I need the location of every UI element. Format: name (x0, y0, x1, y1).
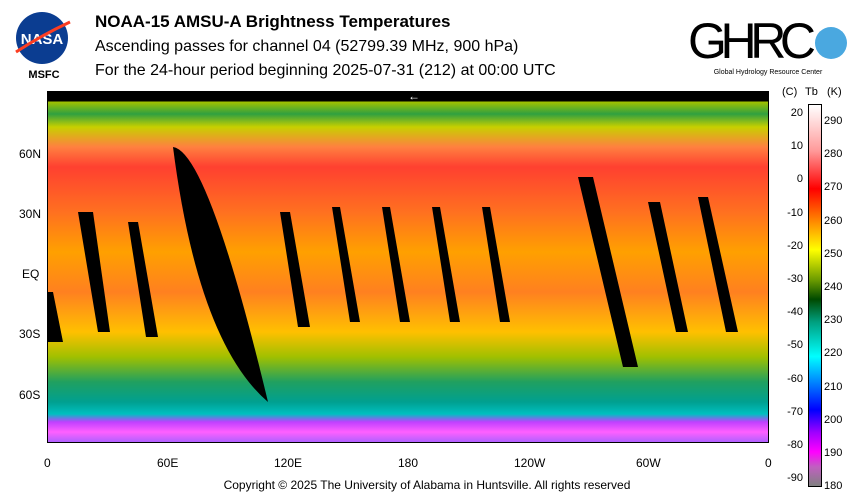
nasa-logo: NASA MSFC (15, 12, 71, 80)
colorbar-tb-header: Tb (805, 86, 818, 98)
colorbar-kelvin-label: 280 (824, 148, 843, 161)
colorbar-kelvin-label: 210 (824, 380, 843, 393)
colorbar-celsius-label: -50 (787, 339, 803, 352)
colorbar-kelvin-header: (K) (827, 86, 842, 98)
lon-label: 60W (636, 456, 661, 470)
lon-label: 60E (157, 456, 179, 470)
colorbar-kelvin-label: 270 (824, 181, 843, 194)
svg-text:MSFC: MSFC (28, 69, 59, 80)
colorbar-celsius-label: -30 (787, 273, 803, 285)
svg-text:Global Hydrology Resource Cent: Global Hydrology Resource Center (714, 69, 823, 76)
lon-label: 180 (398, 456, 419, 470)
map-subtitle: Ascending passes for channel 04 (52799.3… (95, 38, 519, 55)
colorbar-celsius-label: -60 (787, 372, 803, 385)
colorbar-celsius-label: -90 (787, 472, 803, 485)
colorbar-kelvin-label: 290 (824, 115, 843, 127)
lon-label: 120W (514, 456, 546, 470)
colorbar-kelvin-label: 260 (824, 214, 843, 227)
colorbar-celsius-label: -20 (787, 239, 803, 252)
lat-label: 60S (19, 388, 41, 402)
colorbar-celsius-header: (C) (782, 86, 798, 98)
colorbar-kelvin-label: 240 (824, 281, 843, 293)
lon-label: 0 (44, 456, 51, 470)
lat-label: EQ (22, 267, 40, 281)
colorbar-celsius-label: -10 (787, 206, 803, 219)
colorbar-kelvin-label: 230 (824, 314, 843, 327)
colorbar-celsius-label: -80 (787, 439, 803, 451)
lat-label: 60N (19, 147, 42, 161)
brightness-map[interactable]: ← (47, 91, 769, 443)
colorbar-celsius-label: -70 (787, 405, 803, 418)
colorbar (808, 104, 822, 487)
colorbar-celsius-label: 10 (790, 140, 803, 153)
colorbar-kelvin-label: 250 (824, 247, 843, 260)
colorbar-celsius-label: -40 (787, 306, 803, 319)
colorbar-kelvin-label: 180 (824, 480, 843, 493)
lon-label: 120E (274, 456, 303, 470)
map-title: NOAA-15 AMSU-A Brightness Temperatures (95, 12, 451, 31)
colorbar-kelvin-label: 190 (824, 447, 843, 459)
colorbar-kelvin-label: 200 (824, 413, 843, 426)
lat-label: 30S (19, 327, 41, 341)
colorbar-celsius-label: 20 (790, 107, 803, 119)
copyright-text: Copyright © 2025 The University of Alaba… (223, 478, 631, 492)
ghrc-logo: GHRC Global Hydrology Resource Center (688, 13, 847, 76)
colorbar-kelvin-label: 220 (824, 347, 843, 360)
lon-label: 0 (765, 456, 772, 470)
lat-label: 30N (19, 207, 42, 221)
colorbar-celsius-label: 0 (796, 173, 803, 186)
missing-data-swaths (48, 147, 738, 402)
orbit-marker-arrow-icon: ← (408, 91, 420, 103)
period-text: For the 24-hour period beginning 2025-07… (95, 62, 556, 79)
svg-text:GHRC: GHRC (688, 13, 816, 69)
